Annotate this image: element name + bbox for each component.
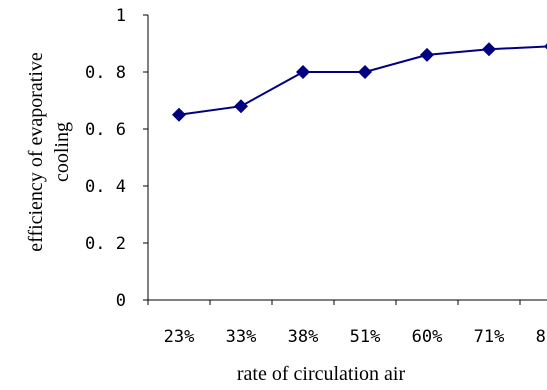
x-tick-label: 51% (350, 327, 381, 347)
y-tick-label: 0. 8 (85, 63, 126, 83)
data-point-marker (544, 43, 547, 50)
x-axis-title: rate of circulation air (237, 363, 406, 385)
data-point-marker (420, 47, 434, 62)
y-axis-title: efficiency of evaporative cooling (25, 52, 73, 252)
series-line (178, 45, 547, 116)
data-point-marker (296, 65, 310, 79)
y-tick-label: 1 (116, 6, 126, 26)
data-markers (172, 42, 547, 122)
x-tick-labels: 23% 33% 38% 51% 60% 71% 80% (164, 327, 547, 347)
x-tick-label: 23% (164, 327, 195, 347)
x-tick-label: 33% (226, 327, 257, 347)
data-point-marker (172, 107, 186, 122)
x-tick-label: 38% (288, 327, 319, 347)
y-axis-title-line-1: efficiency of evaporative (25, 52, 47, 252)
x-tick-label: 60% (412, 327, 443, 347)
x-tick-label: 71% (474, 327, 505, 347)
y-tick-label: 0. 6 (85, 120, 126, 140)
y-tick-label: 0 (116, 291, 126, 311)
x-tick-label: 80% (536, 327, 547, 347)
y-tick-labels: 0 0. 2 0. 4 0. 6 0. 8 1 (85, 6, 126, 311)
data-point-marker (358, 65, 372, 79)
data-point-marker (482, 42, 496, 57)
y-ticks (143, 14, 148, 301)
data-point-marker (234, 99, 248, 114)
y-axis-title-line-2: cooling (51, 122, 73, 182)
x-ticks (147, 300, 521, 305)
y-tick-label: 0. 2 (85, 234, 126, 254)
y-tick-label: 0. 4 (85, 177, 126, 197)
